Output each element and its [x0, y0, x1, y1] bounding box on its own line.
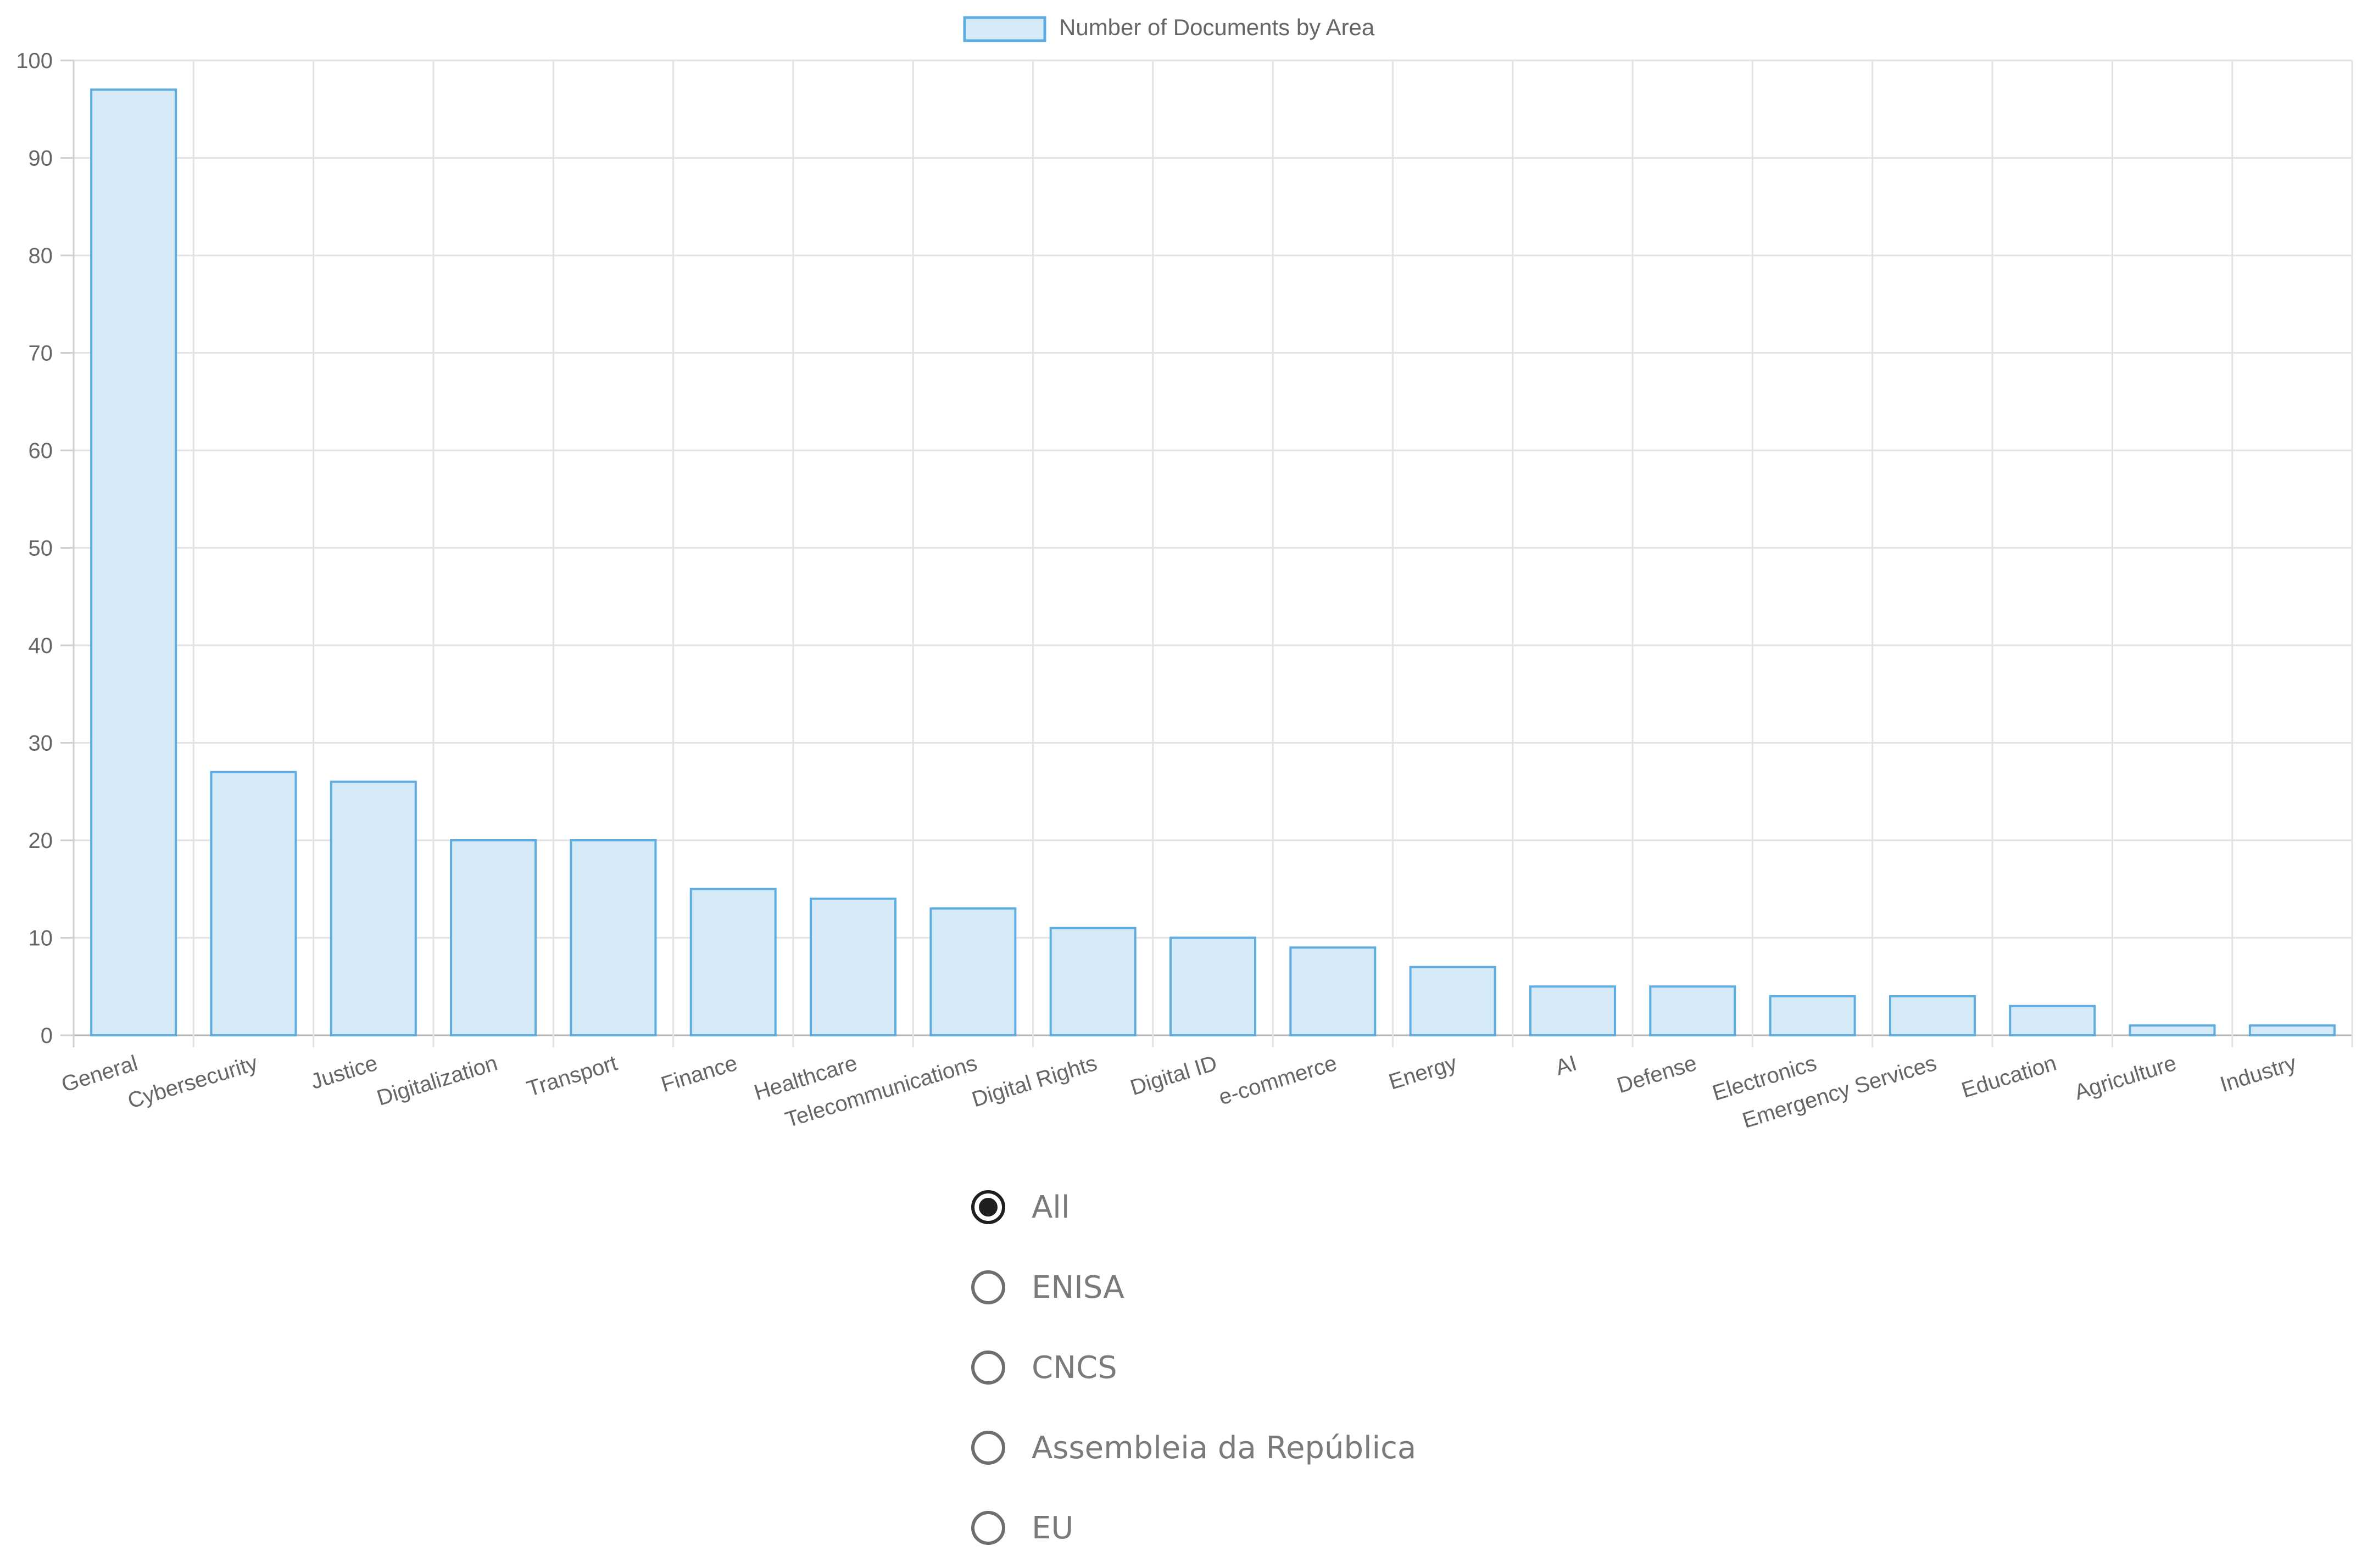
- x-tick-label: Cybersecurity: [125, 1051, 260, 1114]
- x-tick-label: Finance: [658, 1051, 740, 1097]
- x-tick-label: Justice: [308, 1051, 380, 1094]
- radio-option-cncs[interactable]: CNCS: [971, 1327, 1416, 1408]
- radio-unchecked-icon[interactable]: [971, 1431, 1005, 1465]
- radio-dot: [979, 1198, 998, 1217]
- bar-e-commerce[interactable]: [1289, 946, 1377, 1036]
- y-tick-label: 0: [41, 1024, 53, 1048]
- bar-healthcare[interactable]: [810, 897, 897, 1036]
- x-tick-label: Education: [1959, 1051, 2059, 1103]
- y-tick-label: 90: [29, 147, 53, 171]
- legend-label: Number of Documents by Area: [1059, 14, 1375, 40]
- bar-telecommunications[interactable]: [929, 907, 1017, 1036]
- x-tick-label: Transport: [524, 1051, 620, 1102]
- x-tick-label: e-commerce: [1216, 1051, 1340, 1110]
- x-tick-label: AI: [1553, 1051, 1580, 1080]
- x-tick-label: Energy: [1386, 1051, 1460, 1095]
- legend-swatch: [963, 16, 1046, 42]
- bar-education[interactable]: [2009, 1005, 2096, 1036]
- radio-unchecked-icon[interactable]: [971, 1351, 1005, 1385]
- radio-label-cncs: CNCS: [1032, 1349, 1117, 1386]
- radio-label-eu: EU: [1032, 1510, 1074, 1546]
- x-tick-label: Emergency Services: [1740, 1051, 1940, 1133]
- radio-label-enisa: ENISA: [1032, 1269, 1124, 1305]
- x-tick-label: Digitalization: [374, 1051, 500, 1111]
- radio-checked-icon[interactable]: [971, 1190, 1005, 1224]
- radio-option-enisa[interactable]: ENISA: [971, 1247, 1416, 1327]
- bar-general[interactable]: [90, 88, 177, 1036]
- bar-finance[interactable]: [689, 888, 777, 1036]
- legend[interactable]: Number of Documents by Area: [963, 14, 1375, 42]
- radio-option-eu[interactable]: EU: [971, 1488, 1416, 1568]
- bars: [90, 88, 2336, 1036]
- x-tick-label: Digital Rights: [969, 1051, 1100, 1112]
- x-tick-label: Digital ID: [1128, 1051, 1220, 1101]
- y-tick-label: 40: [29, 634, 53, 658]
- radio-unchecked-icon[interactable]: [971, 1270, 1005, 1304]
- bar-industry[interactable]: [2248, 1024, 2336, 1036]
- radio-unchecked-icon[interactable]: [971, 1511, 1005, 1545]
- bar-agriculture[interactable]: [2129, 1024, 2216, 1036]
- y-tick-label: 80: [29, 244, 53, 268]
- y-tick-label: 50: [29, 537, 53, 561]
- y-tick-label: 100: [16, 49, 53, 73]
- bar-digital-rights[interactable]: [1049, 927, 1137, 1036]
- x-tick-label: Defense: [1614, 1051, 1700, 1098]
- bar-emergency-services[interactable]: [1889, 995, 1976, 1036]
- y-tick-label: 20: [29, 829, 53, 853]
- y-tick-label: 10: [29, 927, 53, 951]
- y-tick-label: 60: [29, 439, 53, 463]
- bar-ai[interactable]: [1529, 985, 1616, 1036]
- bar-cybersecurity[interactable]: [210, 771, 297, 1036]
- bar-transport[interactable]: [570, 839, 657, 1036]
- y-tick-label: 70: [29, 342, 53, 366]
- source-filter-radio-group: All ENISA CNCS Assembleia da República E…: [971, 1167, 1416, 1568]
- bar-digital-id[interactable]: [1169, 936, 1256, 1036]
- y-tick-label: 30: [29, 732, 53, 756]
- x-tick-label: Agriculture: [2071, 1051, 2179, 1105]
- radio-label-assembleia: Assembleia da República: [1032, 1430, 1417, 1466]
- bar-justice[interactable]: [330, 780, 417, 1036]
- bar-chart: 0102030405060708090100GeneralCybersecuri…: [16, 14, 2353, 1133]
- bar-digitalization[interactable]: [450, 839, 537, 1036]
- radio-option-assembleia[interactable]: Assembleia da República: [971, 1408, 1416, 1488]
- x-tick-label: Industry: [2218, 1051, 2299, 1097]
- bar-energy[interactable]: [1409, 966, 1496, 1036]
- radio-label-all: All: [1032, 1189, 1070, 1225]
- radio-option-all[interactable]: All: [971, 1167, 1416, 1247]
- bar-electronics[interactable]: [1769, 995, 1856, 1036]
- bar-defense[interactable]: [1649, 985, 1736, 1036]
